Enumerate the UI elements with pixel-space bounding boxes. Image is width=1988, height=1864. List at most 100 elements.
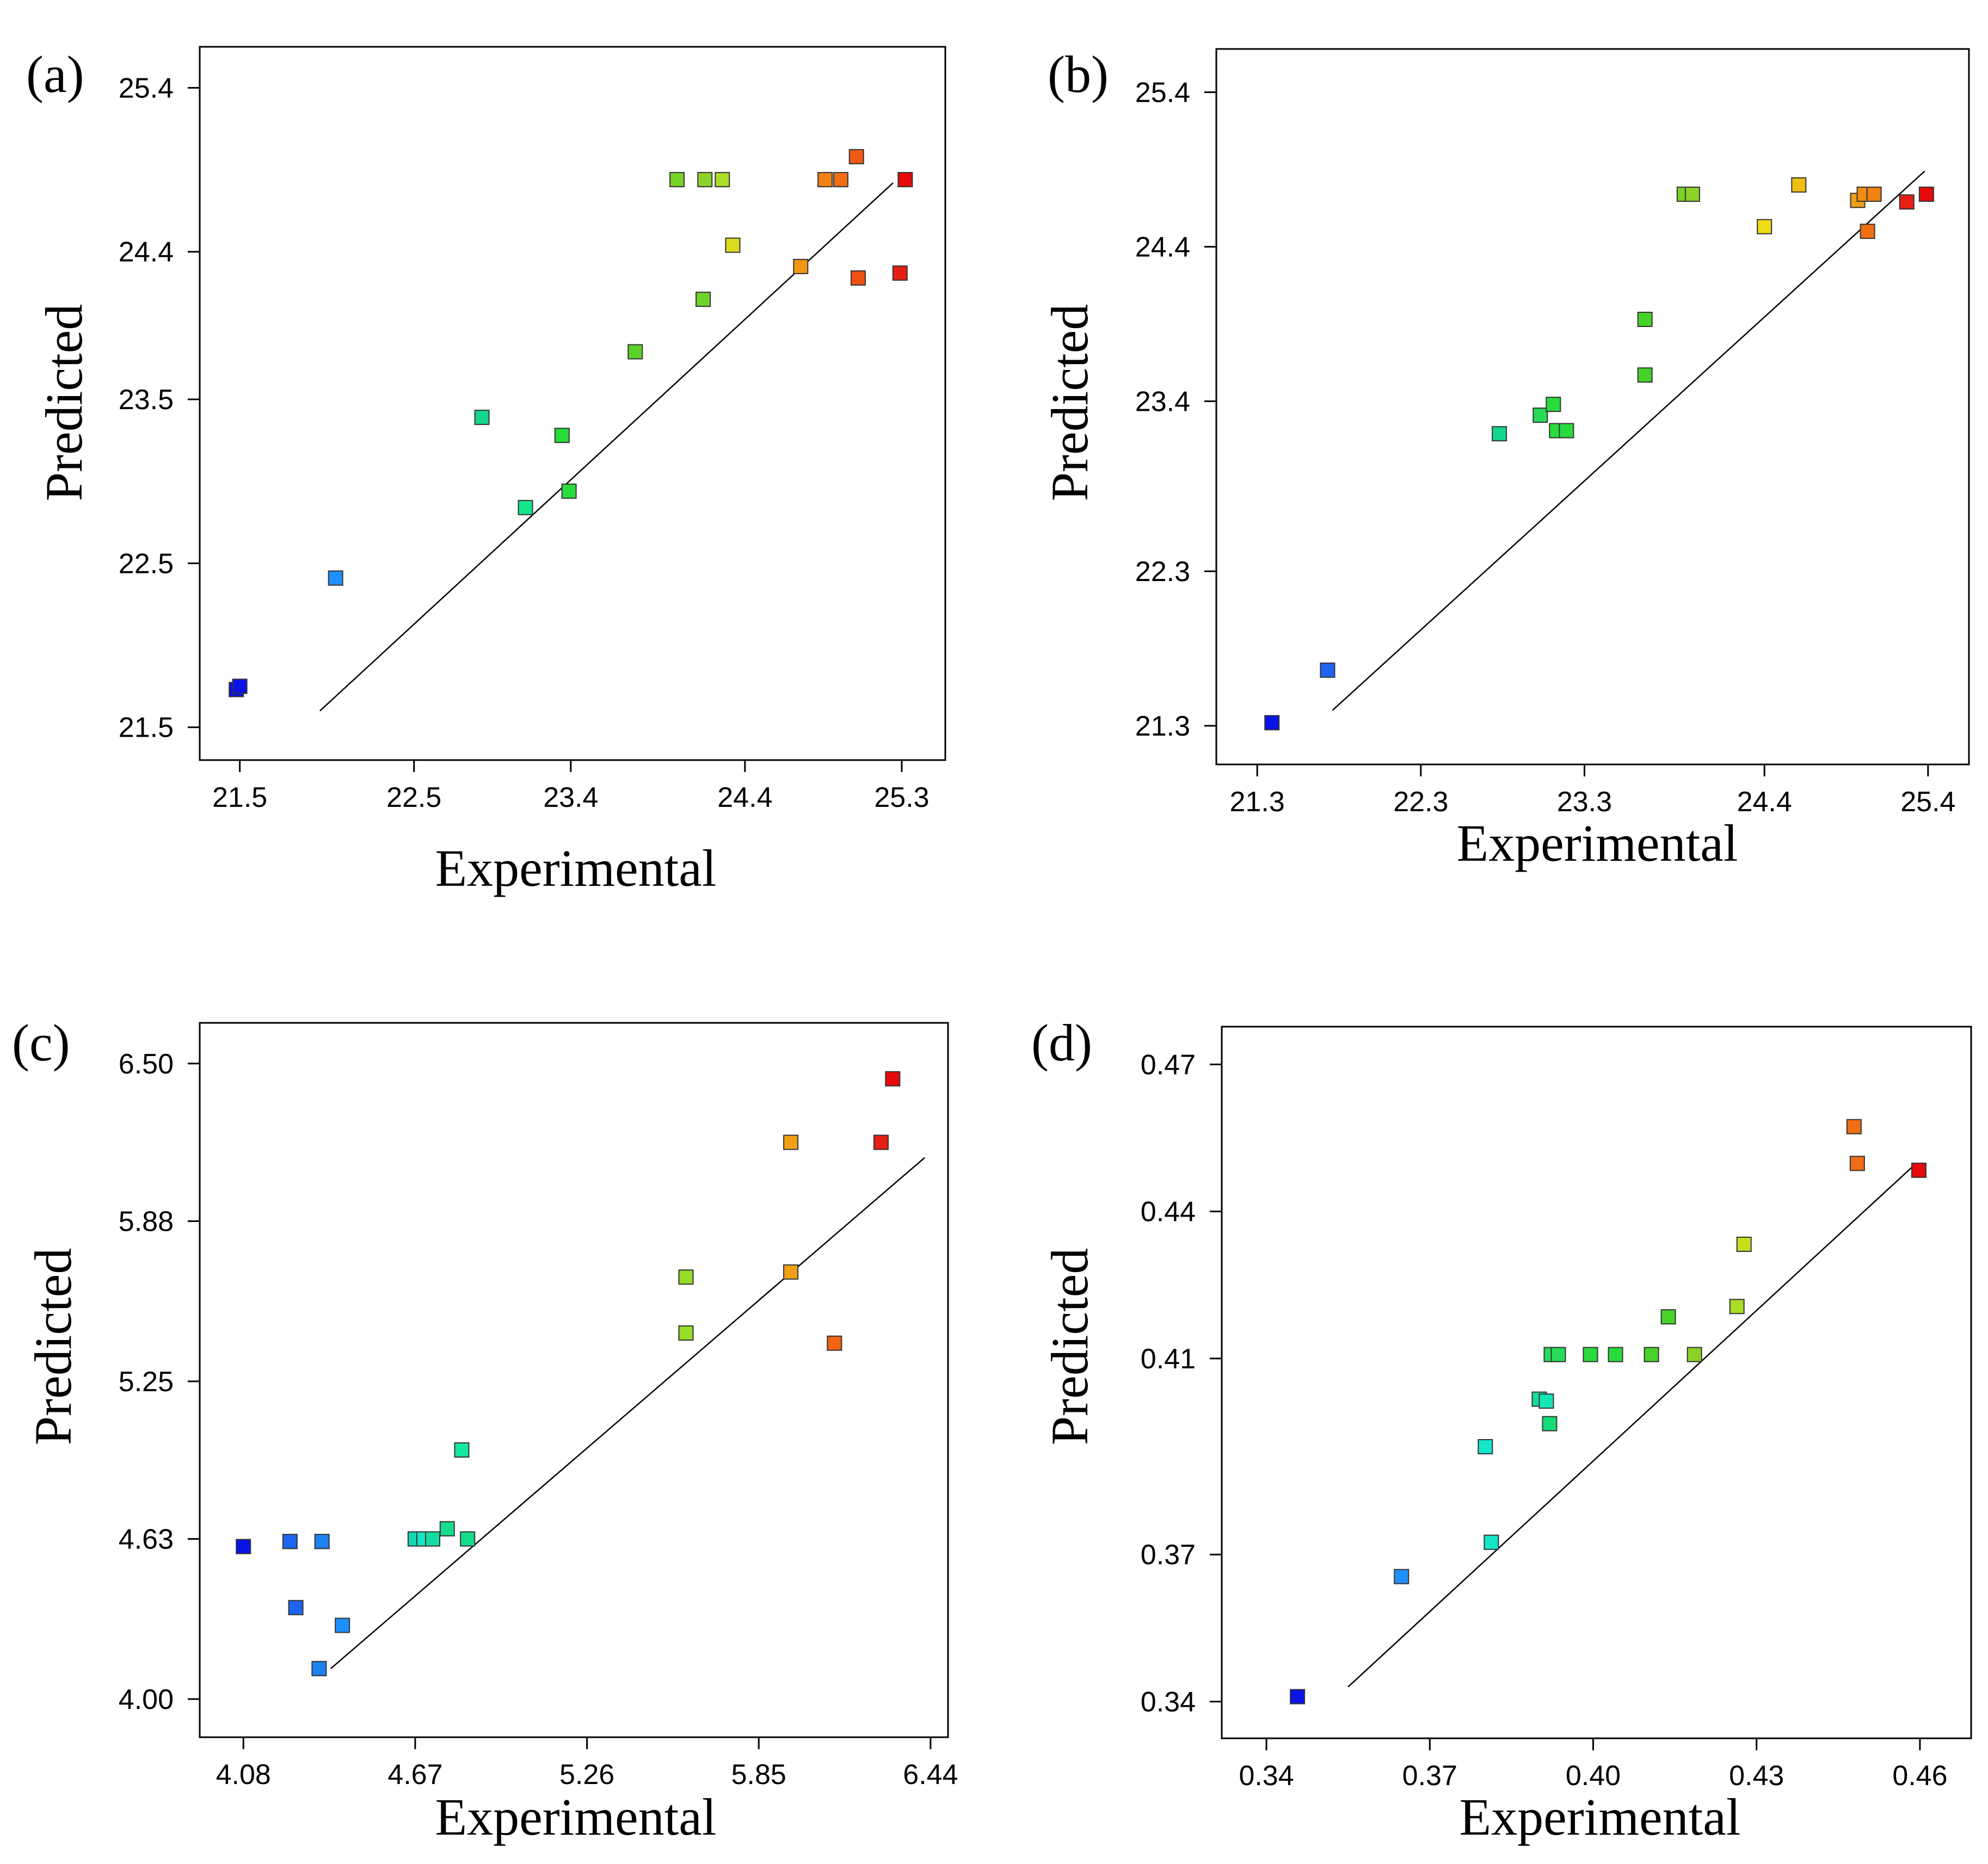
data-point: [696, 292, 711, 307]
x-tick-label: 0.37: [1402, 1760, 1457, 1792]
data-point: [232, 678, 248, 694]
data-point: [474, 410, 490, 425]
plot-frame: [199, 1022, 949, 1738]
data-point: [873, 1134, 889, 1150]
x-tick-label: 4.08: [216, 1759, 271, 1791]
data-point: [1637, 312, 1653, 328]
y-tick-label: 25.4: [119, 72, 174, 104]
data-point: [1559, 423, 1574, 439]
y-tick-label: 21.3: [1135, 711, 1190, 742]
data-point: [1546, 397, 1561, 412]
data-point: [518, 499, 533, 515]
data-point: [1660, 1309, 1676, 1325]
data-point: [1849, 1156, 1865, 1171]
y-tick-label: 22.5: [119, 548, 174, 579]
panel-label: (a): [26, 45, 84, 103]
panel-label: (b): [1048, 45, 1109, 103]
data-point: [817, 172, 833, 188]
data-point: [1484, 1534, 1499, 1550]
data-point: [1866, 186, 1882, 202]
data-point: [1538, 1393, 1554, 1409]
x-tick-label: 0.40: [1566, 1760, 1621, 1792]
y-tick-label: 0.34: [1141, 1686, 1196, 1718]
data-point: [1757, 219, 1772, 234]
data-point: [1478, 1439, 1493, 1455]
y-axis-title: Predicted: [1041, 1248, 1099, 1446]
data-point: [783, 1264, 799, 1280]
data-point: [793, 258, 809, 274]
x-tick-label: 0.34: [1239, 1760, 1294, 1792]
x-tick-label: 23.3: [1557, 786, 1612, 818]
data-point: [678, 1325, 694, 1341]
y-tick-label: 0.47: [1141, 1049, 1196, 1081]
fit-line: [1347, 1164, 1915, 1688]
fit-line: [1332, 170, 1925, 711]
x-axis-title: Experimental: [435, 1788, 716, 1846]
data-point: [282, 1534, 298, 1550]
y-tick-label: 4.00: [119, 1684, 174, 1715]
data-point: [1532, 408, 1548, 423]
y-tick-label: 23.5: [119, 384, 174, 416]
data-point: [454, 1442, 470, 1458]
data-point: [848, 149, 864, 164]
data-point: [1637, 367, 1653, 383]
x-axis-title: Experimental: [1456, 814, 1738, 872]
data-point: [1687, 1347, 1702, 1362]
data-point: [1846, 1119, 1862, 1134]
y-axis-title: Predicted: [35, 304, 93, 502]
x-tick-label: 22.3: [1393, 786, 1448, 818]
data-point: [1644, 1347, 1659, 1362]
panel-c: (c) 4.08 4.67 5.26 5.85 6.44 4.00 4.63 5.25 5.88 6…: [12, 1014, 958, 1846]
data-point: [1911, 1162, 1927, 1178]
y-tick-label: 4.63: [119, 1524, 174, 1556]
data-point: [715, 172, 730, 188]
x-tick-label: 6.44: [903, 1759, 958, 1791]
x-tick-label: 25.3: [874, 782, 929, 813]
x-tick-label: 0.46: [1892, 1760, 1947, 1792]
data-point: [1860, 224, 1875, 239]
data-point: [897, 172, 913, 188]
data-point: [1684, 186, 1700, 202]
data-point: [314, 1534, 330, 1550]
panel-label: (c): [12, 1014, 70, 1072]
data-point: [1290, 1689, 1306, 1705]
data-point: [892, 265, 908, 281]
data-point: [288, 1600, 304, 1615]
data-point: [1899, 194, 1915, 210]
data-point: [850, 270, 866, 286]
x-axis-title: Experimental: [435, 839, 716, 897]
data-point: [1542, 1416, 1558, 1431]
x-tick-label: 21.5: [212, 782, 267, 813]
x-tick-label: 23.4: [543, 782, 598, 813]
x-tick-label: 25.4: [1900, 786, 1955, 818]
data-point: [827, 1335, 842, 1351]
data-point: [1729, 1299, 1745, 1314]
y-tick-label: 24.4: [119, 237, 174, 268]
y-tick-label: 5.88: [119, 1206, 174, 1237]
y-tick-label: 21.5: [119, 712, 174, 744]
x-tick-label: 24.4: [717, 782, 772, 813]
data-point: [1492, 426, 1507, 442]
plot-frame: [1215, 48, 1970, 766]
y-tick-label: 5.25: [119, 1366, 174, 1398]
x-axis-title: Experimental: [1459, 1788, 1740, 1846]
data-point: [833, 172, 848, 188]
x-tick-label: 22.5: [386, 782, 441, 813]
data-point: [1608, 1347, 1623, 1362]
panel-b: (b) 21.3 22.3 23.3 24.4 25.4 21.3 22.3 23.4 24.4 2…: [1041, 45, 1970, 872]
y-tick-label: 22.3: [1135, 556, 1190, 588]
panel-d: (d) 0.34 0.37 0.40 0.43 0.46 0.34 0.37 0.41 0.44 0…: [1031, 1014, 1972, 1846]
data-point: [460, 1531, 476, 1547]
fit-line: [330, 1157, 926, 1669]
x-tick-label: 5.26: [559, 1759, 614, 1791]
data-point: [1550, 1347, 1566, 1362]
x-tick-label: 0.43: [1729, 1760, 1784, 1792]
data-point: [697, 172, 713, 188]
data-point: [783, 1134, 799, 1150]
data-point: [1736, 1236, 1752, 1252]
panel-a: (a) 21.5 22.5 23.4 24.4 25.3 21.5 22.5 23.5 24.4 2…: [26, 45, 946, 897]
data-point: [1320, 662, 1335, 678]
data-point: [669, 172, 685, 188]
y-tick-label: 0.37: [1141, 1539, 1196, 1571]
y-tick-label: 0.41: [1141, 1343, 1196, 1375]
